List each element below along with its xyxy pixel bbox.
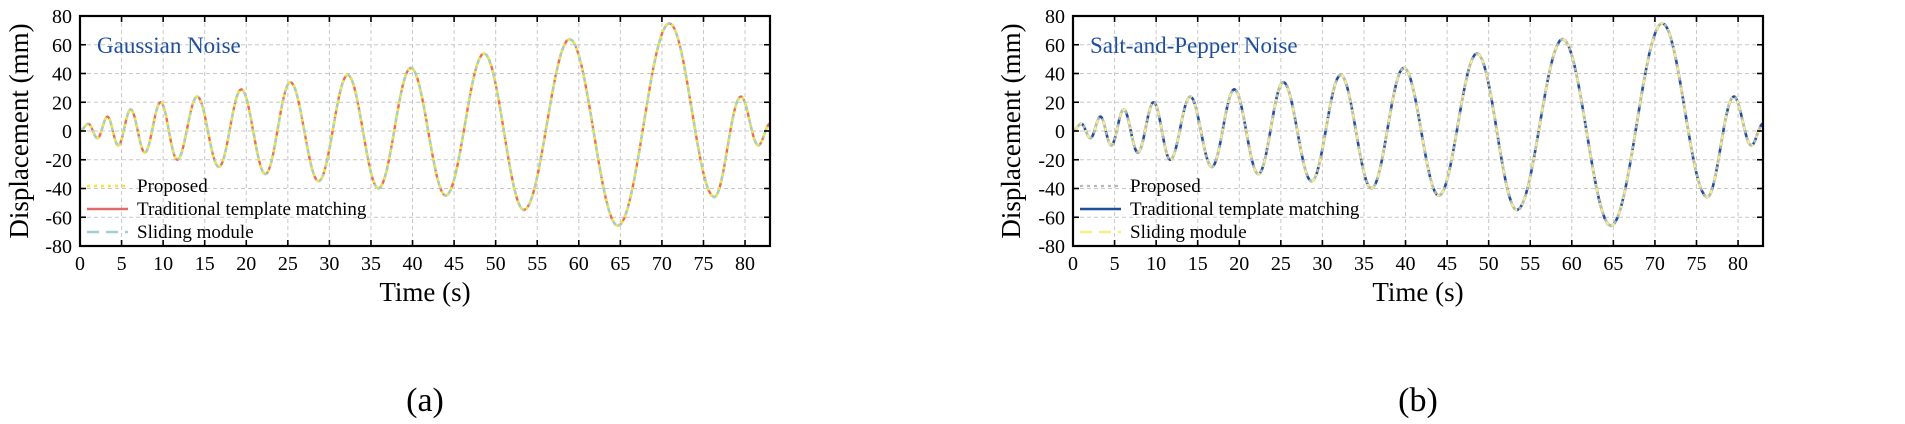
x-tick-label: 5 bbox=[117, 253, 127, 275]
y-tick-label: 40 bbox=[1045, 64, 1065, 86]
x-tick-label: 10 bbox=[1146, 253, 1166, 275]
x-tick-label: 30 bbox=[1312, 253, 1332, 275]
y-tick-label: -60 bbox=[1038, 207, 1065, 229]
x-tick-label: 15 bbox=[1188, 253, 1208, 275]
y-tick-label: 0 bbox=[1055, 121, 1065, 143]
x-tick-label: 70 bbox=[1645, 253, 1665, 275]
series-line-sliding-module bbox=[79, 21, 771, 228]
y-tick-label: -80 bbox=[1038, 236, 1065, 258]
legend-label: Proposed bbox=[1130, 176, 1201, 197]
x-tick-label: 80 bbox=[1728, 253, 1748, 275]
x-tick-label: 40 bbox=[403, 253, 423, 275]
legend-label: Sliding module bbox=[1130, 222, 1247, 243]
y-tick-label: 80 bbox=[1045, 6, 1065, 28]
legend-label: Traditional template matching bbox=[1130, 199, 1360, 220]
x-tick-label: 15 bbox=[195, 253, 215, 275]
x-tick-label: 65 bbox=[1603, 253, 1623, 275]
legend-label: Proposed bbox=[137, 176, 208, 197]
chart-b-svg: 0 5 10 15 20 25 30 35 40 45 50 55 60 65 70 75 80 -80 -60 -4… bbox=[996, 6, 1765, 419]
x-tick-label: 35 bbox=[1354, 253, 1374, 275]
x-tick-label: 45 bbox=[1437, 253, 1457, 275]
x-tick-label: 70 bbox=[652, 253, 672, 275]
y-tick-label: 40 bbox=[52, 64, 72, 86]
y-tick-label: 0 bbox=[62, 121, 72, 143]
y-tick-label: 60 bbox=[1045, 35, 1065, 57]
chart-panel-b: 0 5 10 15 20 25 30 35 40 45 50 55 60 65 70 75 80 -80 -60 -4… bbox=[962, 0, 1905, 424]
y-tick-label: -20 bbox=[1038, 150, 1065, 172]
x-tick-label: 60 bbox=[569, 253, 589, 275]
noise-type-label: Gaussian Noise bbox=[97, 33, 241, 58]
y-tick-label: 20 bbox=[52, 92, 72, 114]
x-tick-label: 30 bbox=[319, 253, 339, 275]
x-tick-label: 45 bbox=[444, 253, 464, 275]
x-tick-label: 65 bbox=[610, 253, 630, 275]
y-tick-label: 60 bbox=[52, 35, 72, 57]
noise-type-label: Salt-and-Pepper Noise bbox=[1090, 33, 1298, 58]
x-tick-label: 20 bbox=[1229, 253, 1249, 275]
series-line-sliding-module bbox=[1072, 21, 1764, 228]
chart-a-svg: 0 5 10 15 20 25 30 35 40 45 50 55 60 65 70 75 80 -80 -60 -4… bbox=[4, 6, 772, 419]
x-tick-label: 60 bbox=[1562, 253, 1582, 275]
chart-panel-a: 0 5 10 15 20 25 30 35 40 45 50 55 60 65 70 75 80 -80 -60 -4… bbox=[4, 6, 772, 419]
y-tick-label: 20 bbox=[1045, 92, 1065, 114]
y-tick-label: -40 bbox=[1038, 179, 1065, 201]
y-axis-title: Displacement (mm) bbox=[4, 23, 34, 238]
x-tick-label: 50 bbox=[1479, 253, 1499, 275]
x-tick-label: 75 bbox=[693, 253, 713, 275]
legend-label: Sliding module bbox=[137, 222, 254, 243]
x-tick-label: 0 bbox=[1068, 253, 1078, 275]
panel-label: (b) bbox=[1398, 382, 1438, 419]
x-tick-label: 0 bbox=[75, 253, 85, 275]
panel-label: (a) bbox=[406, 382, 444, 419]
x-tick-label: 10 bbox=[153, 253, 173, 275]
x-tick-label: 50 bbox=[486, 253, 506, 275]
x-axis-title: Time (s) bbox=[1372, 277, 1463, 307]
y-tick-label: -40 bbox=[45, 179, 72, 201]
x-tick-label: 5 bbox=[1110, 253, 1120, 275]
x-tick-label: 35 bbox=[361, 253, 381, 275]
x-tick-label: 20 bbox=[236, 253, 256, 275]
x-tick-label: 55 bbox=[527, 253, 547, 275]
legend-label: Traditional template matching bbox=[137, 199, 367, 220]
x-tick-label: 25 bbox=[278, 253, 298, 275]
y-axis-title: Displacement (mm) bbox=[996, 23, 1026, 238]
x-tick-label: 40 bbox=[1396, 253, 1416, 275]
x-tick-label: 80 bbox=[735, 253, 755, 275]
y-tick-label: -80 bbox=[45, 236, 72, 258]
y-tick-label: -60 bbox=[45, 207, 72, 229]
x-tick-label: 75 bbox=[1686, 253, 1706, 275]
y-tick-label: -20 bbox=[45, 150, 72, 172]
x-axis-title: Time (s) bbox=[379, 277, 470, 307]
x-tick-label: 55 bbox=[1520, 253, 1540, 275]
x-tick-label: 25 bbox=[1271, 253, 1291, 275]
y-tick-label: 80 bbox=[52, 6, 72, 28]
